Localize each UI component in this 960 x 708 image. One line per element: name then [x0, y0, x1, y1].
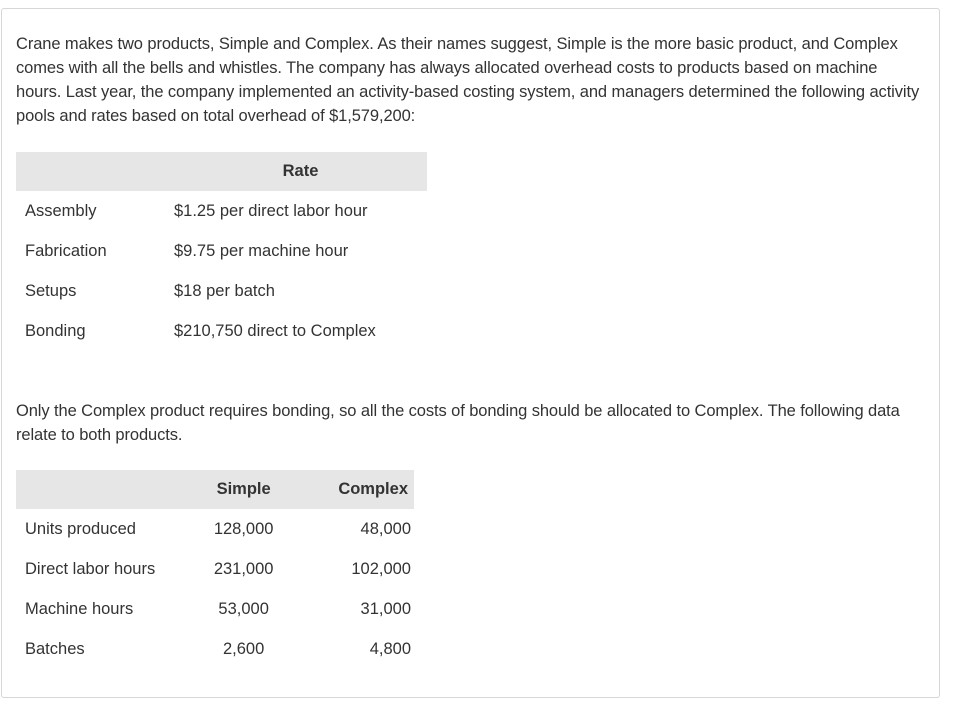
table-row: Assembly $1.25 per direct labor hour	[16, 191, 427, 231]
activity-rate-table: Rate Assembly $1.25 per direct labor hou…	[16, 152, 427, 351]
simple-header: Simple	[196, 470, 291, 509]
table-row: Units produced 128,000 48,000	[16, 509, 414, 549]
intro-paragraph: Crane makes two products, Simple and Com…	[16, 35, 920, 125]
row-label: Direct labor hours	[25, 559, 156, 578]
table-header-row: Simple Complex	[16, 470, 414, 509]
row-label: Machine hours	[25, 599, 134, 618]
activity-header-cell	[16, 152, 174, 191]
activity-rate: $210,750 direct to Complex	[174, 321, 376, 340]
table-row: Direct labor hours 231,000 102,000	[16, 549, 414, 589]
activity-rate: $18 per batch	[174, 281, 275, 300]
activity-rate: $1.25 per direct labor hour	[174, 201, 368, 220]
table-row: Setups $18 per batch	[16, 271, 427, 311]
simple-value: 231,000	[213, 559, 274, 578]
table-row: Fabrication $9.75 per machine hour	[16, 231, 427, 271]
table-row: Machine hours 53,000 31,000	[16, 589, 414, 629]
rate-header: Rate	[174, 152, 427, 191]
simple-value: 53,000	[218, 599, 269, 618]
activity-name: Bonding	[25, 321, 86, 340]
table-row: Batches 2,600 4,800	[16, 629, 414, 669]
table-header-row: Rate	[16, 152, 427, 191]
complex-value: 31,000	[360, 599, 411, 618]
complex-value: 48,000	[360, 519, 411, 538]
label-header-cell	[16, 470, 197, 509]
activity-name: Fabrication	[25, 241, 107, 260]
table-row: Bonding $210,750 direct to Complex	[16, 311, 427, 351]
complex-header: Complex	[290, 470, 414, 509]
simple-value: 2,600	[223, 639, 265, 658]
bonding-paragraph: Only the Complex product requires bondin…	[16, 402, 900, 444]
question-card: Crane makes two products, Simple and Com…	[1, 8, 940, 698]
row-label: Batches	[25, 639, 85, 658]
complex-value: 4,800	[369, 639, 411, 658]
row-label: Units produced	[25, 519, 136, 538]
activity-rate: $9.75 per machine hour	[174, 241, 349, 260]
activity-name: Assembly	[25, 201, 97, 220]
simple-value: 128,000	[213, 519, 274, 538]
complex-value: 102,000	[351, 559, 411, 578]
product-data-table: Simple Complex Units produced 128,000 48…	[16, 470, 414, 669]
activity-name: Setups	[25, 281, 77, 300]
